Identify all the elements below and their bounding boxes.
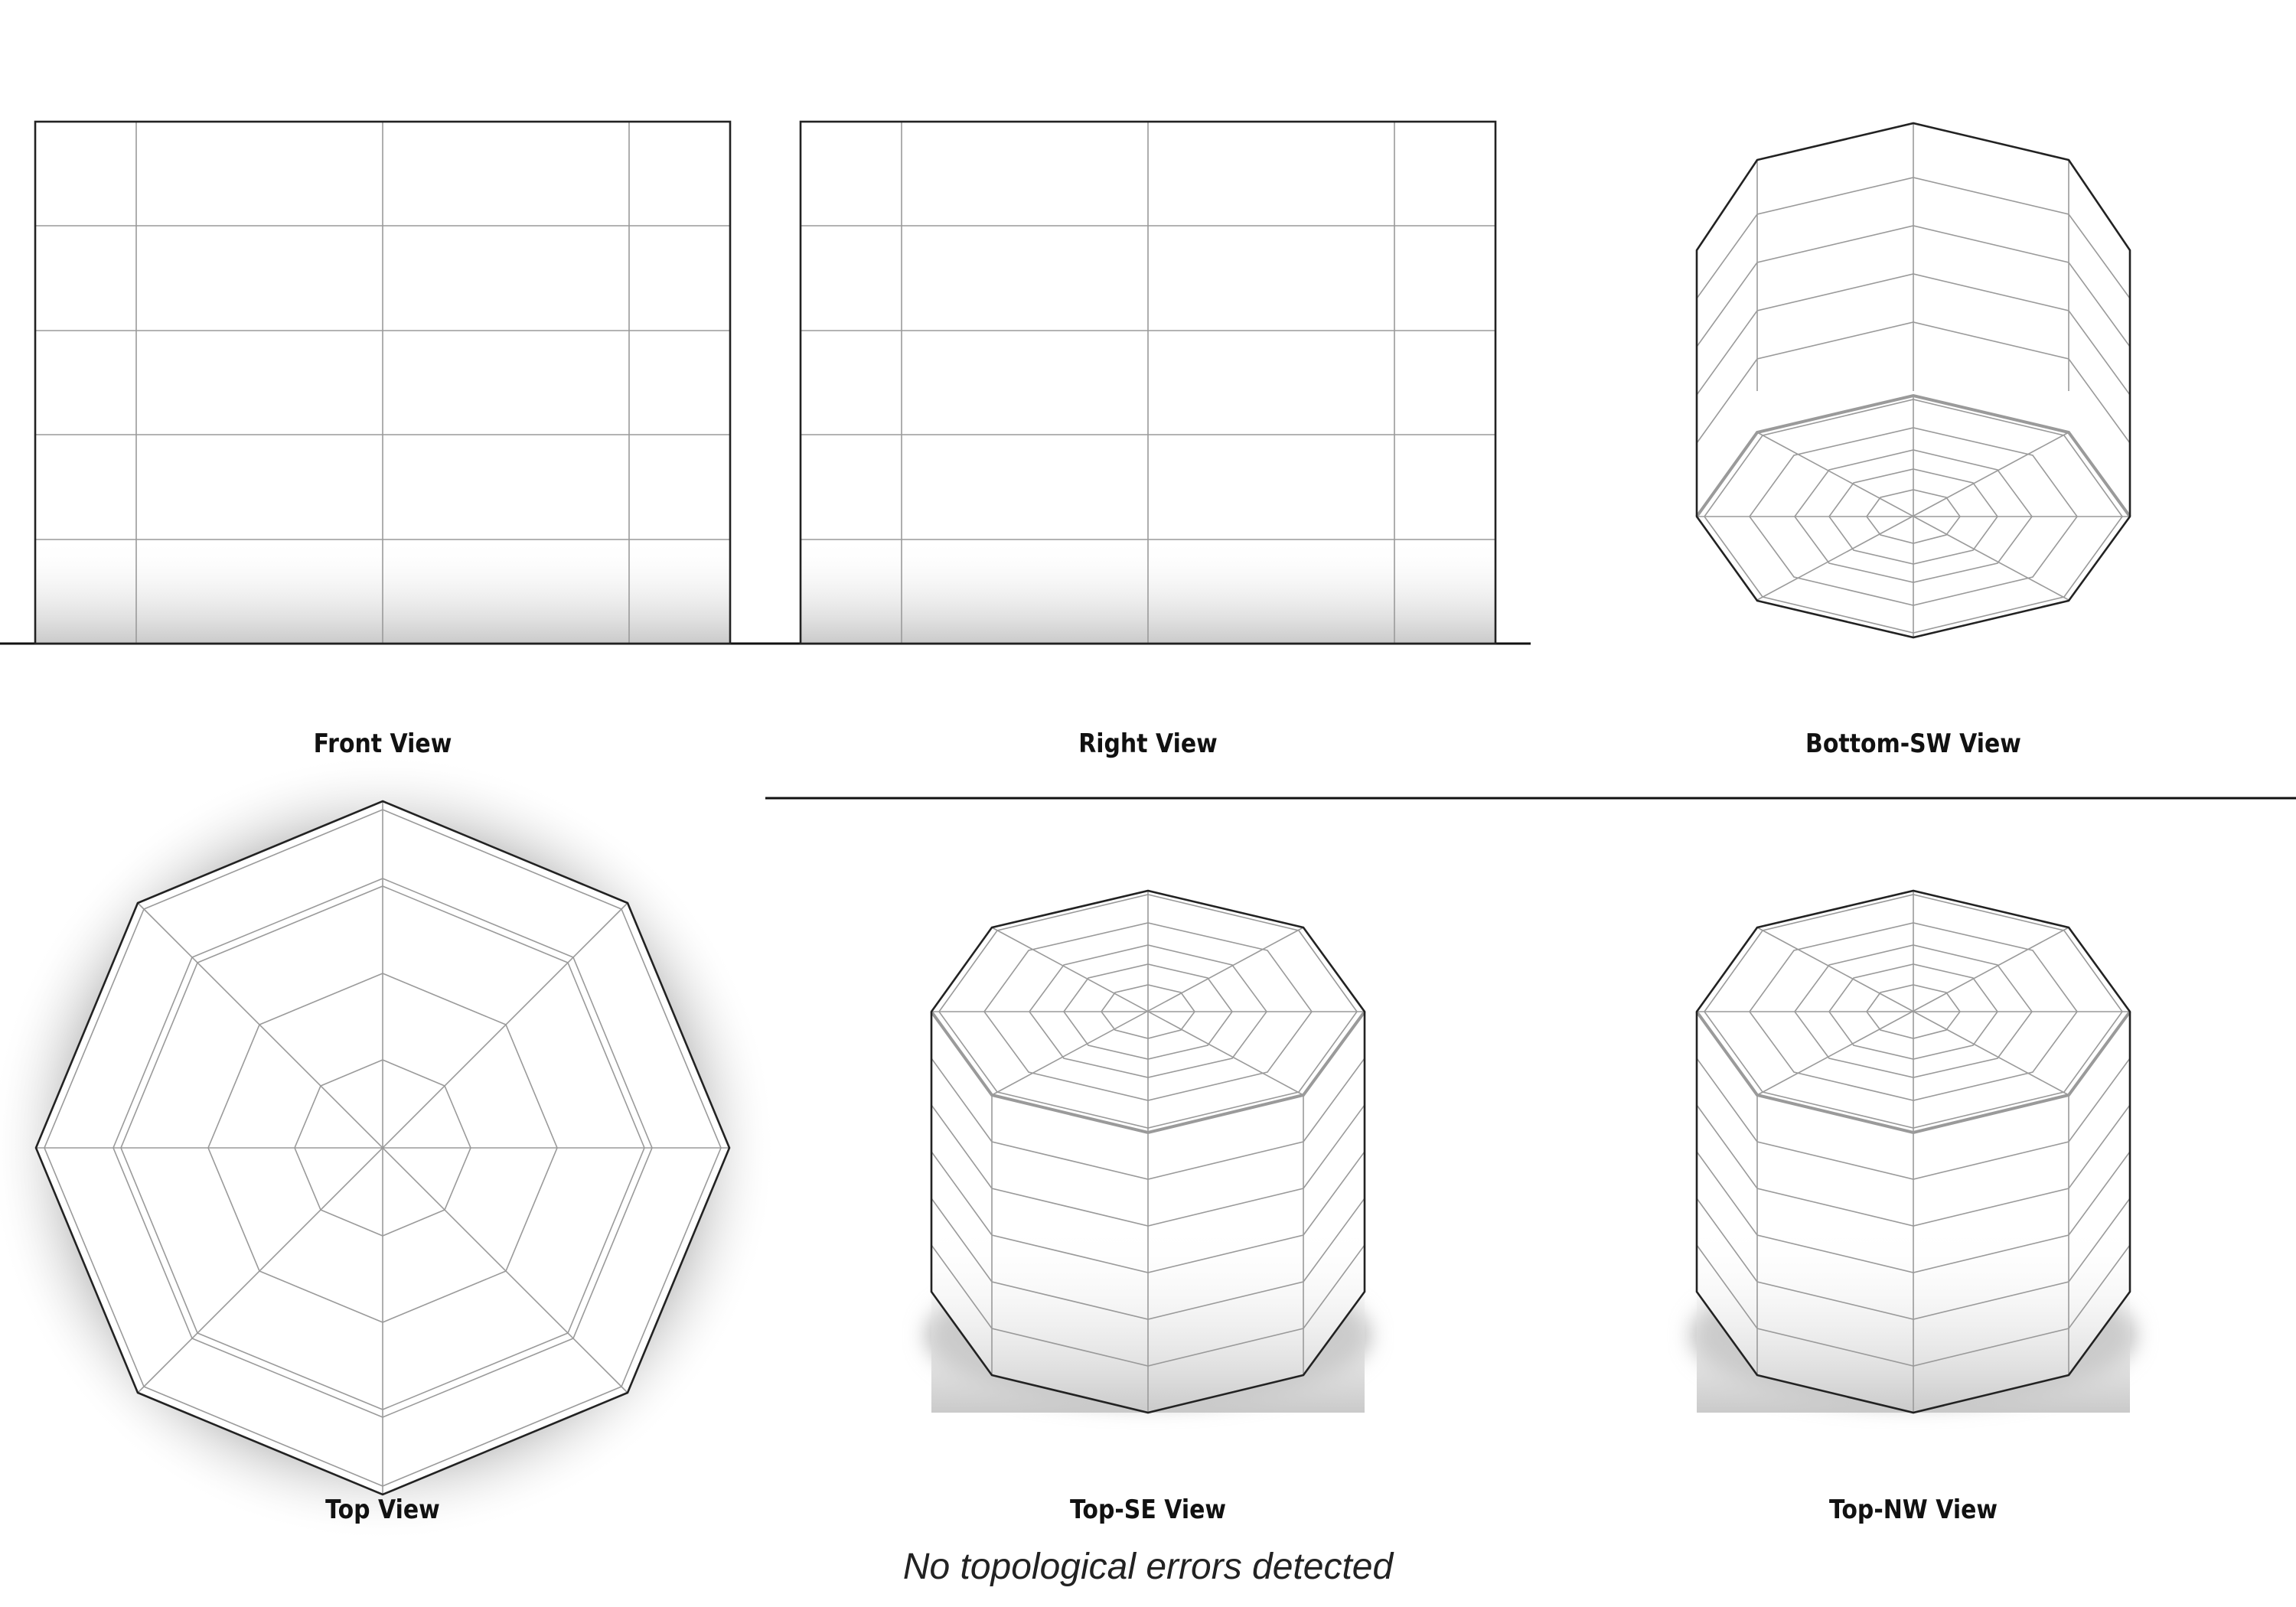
top-view-drawing xyxy=(0,754,777,1542)
topology-status-message: No topological errors detected xyxy=(902,1547,1394,1587)
right-view-drawing xyxy=(799,120,1497,645)
front-view-drawing xyxy=(34,120,732,645)
front-view-label: Front View xyxy=(313,729,452,759)
top-se-view-label: Top-SE View xyxy=(1069,1495,1227,1525)
top-view-label: Top View xyxy=(325,1495,440,1525)
top-se-view-drawing xyxy=(926,889,1370,1414)
bottom-sw-view-label: Bottom-SW View xyxy=(1805,729,2021,759)
top-nw-view-label: Top-NW View xyxy=(1828,1495,1998,1525)
top-nw-view-drawing xyxy=(1691,889,2135,1414)
bottom-sw-view-drawing xyxy=(1695,122,2131,639)
right-view-label: Right View xyxy=(1078,729,1218,759)
